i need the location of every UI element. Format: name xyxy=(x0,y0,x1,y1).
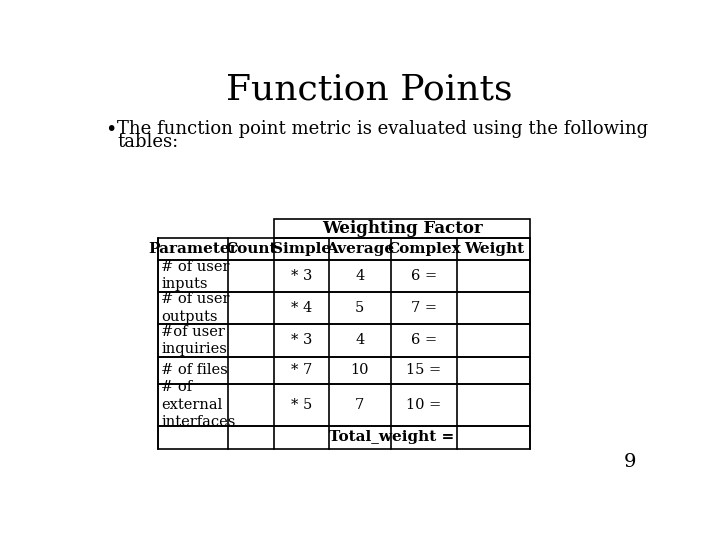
Text: * 4: * 4 xyxy=(291,301,312,315)
Text: 4: 4 xyxy=(355,334,364,347)
Text: •: • xyxy=(106,120,117,139)
Text: #of user
inquiries: #of user inquiries xyxy=(161,325,228,356)
Text: 7: 7 xyxy=(355,398,364,412)
Text: 15 =: 15 = xyxy=(407,363,441,377)
Text: tables:: tables: xyxy=(117,132,179,151)
Text: 5: 5 xyxy=(355,301,364,315)
Text: * 3: * 3 xyxy=(291,334,312,347)
Text: 10: 10 xyxy=(351,363,369,377)
Text: Weighting Factor: Weighting Factor xyxy=(322,220,482,237)
Text: 6 =: 6 = xyxy=(411,334,437,347)
Text: Function Points: Function Points xyxy=(226,72,512,106)
Text: # of files: # of files xyxy=(161,363,228,377)
Text: 10 =: 10 = xyxy=(406,398,441,412)
Text: Total_weight =: Total_weight = xyxy=(329,430,454,444)
Text: Count: Count xyxy=(225,242,277,256)
Text: Simple: Simple xyxy=(272,242,331,256)
Text: 4: 4 xyxy=(355,269,364,283)
Text: Parameter: Parameter xyxy=(148,242,238,256)
Text: Complex: Complex xyxy=(387,242,461,256)
Text: 6 =: 6 = xyxy=(411,269,437,283)
Text: * 3: * 3 xyxy=(291,269,312,283)
Text: Weight: Weight xyxy=(464,242,524,256)
Text: # of
external
interfaces: # of external interfaces xyxy=(161,381,235,429)
Text: # of user
inputs: # of user inputs xyxy=(161,260,230,292)
Text: Average: Average xyxy=(325,242,394,256)
Text: 9: 9 xyxy=(624,454,636,471)
Text: The function point metric is evaluated using the following: The function point metric is evaluated u… xyxy=(117,120,648,138)
Text: * 5: * 5 xyxy=(291,398,312,412)
Text: 7 =: 7 = xyxy=(411,301,437,315)
Text: * 7: * 7 xyxy=(291,363,312,377)
Text: # of user
outputs: # of user outputs xyxy=(161,293,230,324)
